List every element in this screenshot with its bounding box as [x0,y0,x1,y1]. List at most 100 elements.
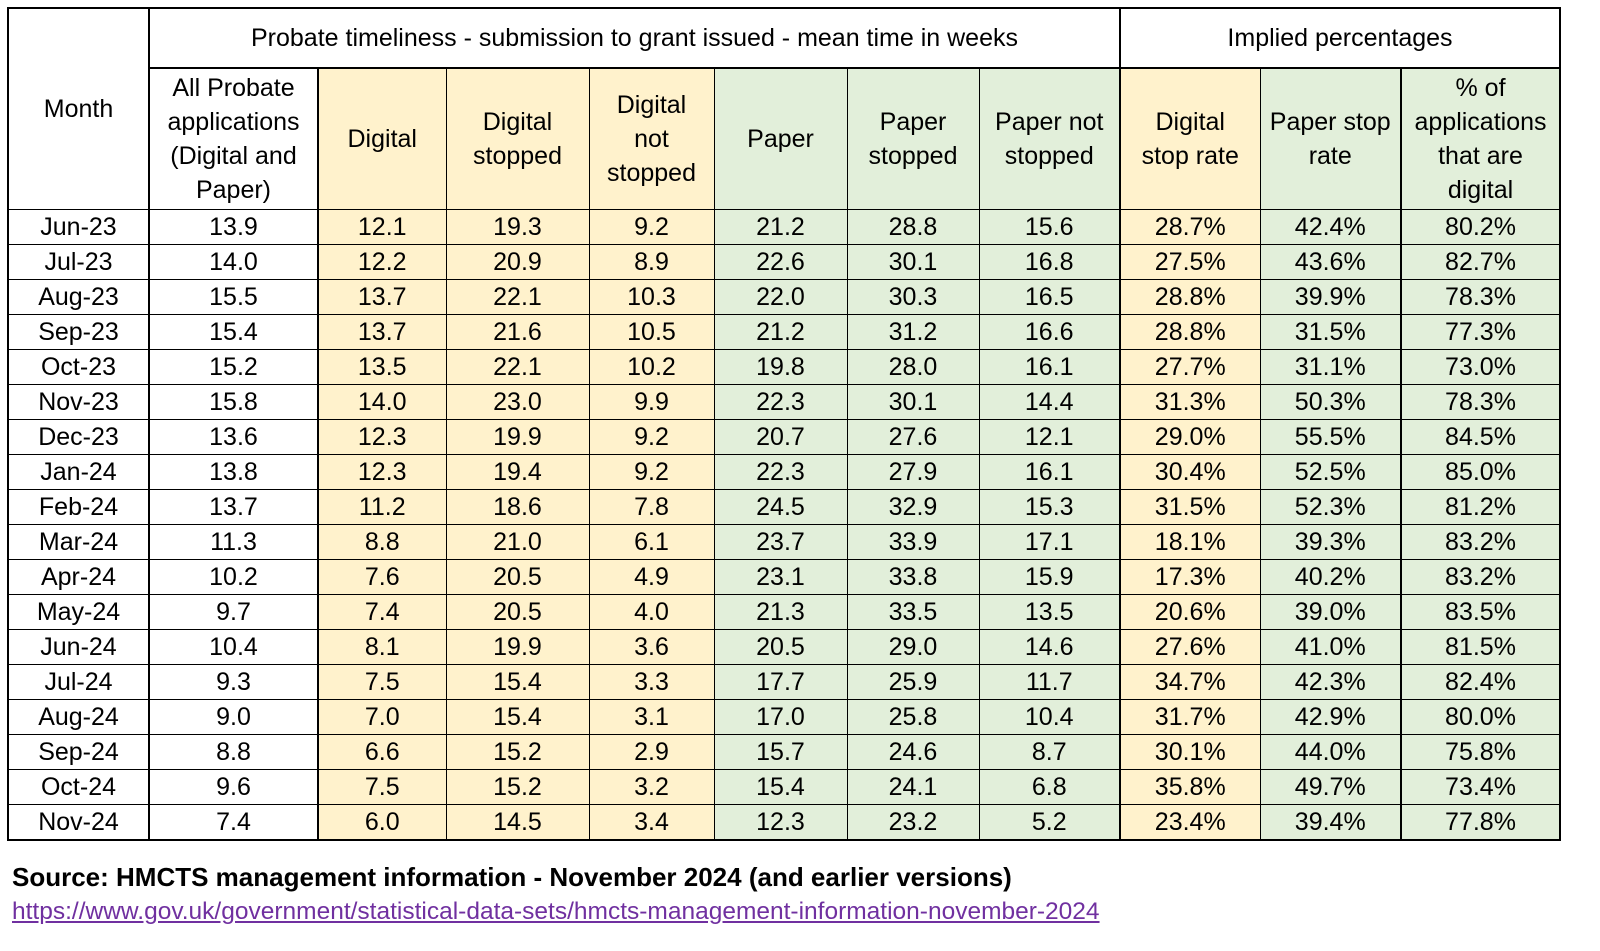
value-cell: 14.0 [149,244,319,280]
value-cell: 23.1 [714,559,848,595]
column-header: Digital [318,68,447,210]
value-cell: 9.2 [589,454,715,490]
value-cell: 23.7 [714,524,848,560]
value-cell: 3.1 [589,699,715,735]
value-cell: 5.2 [979,804,1121,841]
column-header-line: applications [1414,108,1547,136]
value-cell: 77.3% [1401,314,1561,350]
table-row: Jan-24 13.8 12.3 19.4 9.2 22.3 27.9 16.1 30.4% 52… [7,454,1561,490]
value-cell: 24.6 [847,734,980,770]
source-note: Source: HMCTS management information - N… [12,862,1012,892]
value-cell: 6.6 [318,734,447,770]
column-header-line: All Probate [172,74,295,102]
value-cell: 12.1 [979,419,1121,455]
value-cell: 25.8 [847,699,980,735]
column-header-line: rate [1308,142,1352,170]
table-row: Sep-24 8.8 6.6 15.2 2.9 15.7 24.6 8.7 30.1% 44.0%… [7,734,1561,770]
value-cell: 85.0% [1401,454,1561,490]
value-cell: 13.5 [318,349,447,385]
value-cell: 31.1% [1260,349,1402,385]
table-title: Probate timeliness - submission to grant… [148,7,1121,69]
month-cell: Jan-24 [7,454,150,490]
value-cell: 80.0% [1401,699,1561,735]
value-cell: 34.7% [1120,664,1261,700]
value-cell: 9.2 [589,209,715,245]
value-cell: 10.5 [589,314,715,350]
value-cell: 41.0% [1260,629,1402,665]
value-cell: 21.6 [446,314,590,350]
value-cell: 15.6 [979,209,1121,245]
value-cell: 19.4 [446,454,590,490]
value-cell: 9.3 [149,664,319,700]
value-cell: 17.3% [1120,559,1261,595]
value-cell: 31.5% [1260,314,1402,350]
value-cell: 25.9 [847,664,980,700]
month-cell: Aug-23 [7,279,150,315]
value-cell: 8.9 [589,244,715,280]
value-cell: 9.0 [149,699,319,735]
value-cell: 13.7 [318,314,447,350]
column-header: All Probate applications (Digital and Paper… [148,68,319,210]
column-header-line: Paper [879,108,947,136]
month-cell: Jun-24 [7,629,150,665]
table-row: Jun-23 13.9 12.1 19.3 9.2 21.2 28.8 15.6 28.7% 42… [7,209,1561,245]
column-header: Digital stopped [446,68,590,210]
value-cell: 39.9% [1260,279,1402,315]
value-cell: 49.7% [1260,769,1402,805]
value-cell: 28.8 [847,209,980,245]
value-cell: 13.5 [979,594,1121,630]
value-cell: 17.0 [714,699,848,735]
column-header-line: stop rate [1141,142,1239,170]
value-cell: 8.1 [318,629,447,665]
value-cell: 32.9 [847,489,980,525]
value-cell: 29.0% [1120,419,1261,455]
value-cell: 14.6 [979,629,1121,665]
table-row: Apr-24 10.2 7.6 20.5 4.9 23.1 33.8 15.9 17.3% 40.… [7,559,1561,595]
column-header-line: Digital [482,108,553,136]
value-cell: 42.9% [1260,699,1402,735]
value-cell: 3.3 [589,664,715,700]
month-cell: May-24 [7,594,150,630]
value-cell: 7.5 [318,769,447,805]
value-cell: 20.5 [446,594,590,630]
value-cell: 82.4% [1401,664,1561,700]
value-cell: 10.2 [149,559,319,595]
column-header: % of applications that are digital [1401,68,1561,210]
value-cell: 16.6 [979,314,1121,350]
value-cell: 83.5% [1401,594,1561,630]
value-cell: 9.6 [149,769,319,805]
value-cell: 17.7 [714,664,848,700]
column-header-line: Paper) [195,176,272,204]
month-cell: Mar-24 [7,524,150,560]
column-header-line: applications [167,108,300,136]
table-row: Feb-24 13.7 11.2 18.6 7.8 24.5 32.9 15.3 31.5% 52… [7,489,1561,525]
value-cell: 40.2% [1260,559,1402,595]
value-cell: 43.6% [1260,244,1402,280]
value-cell: 13.6 [149,419,319,455]
column-header: Paper not stopped [979,68,1121,210]
value-cell: 18.6 [446,489,590,525]
value-cell: 15.4 [446,699,590,735]
value-cell: 10.2 [589,349,715,385]
value-cell: 7.8 [589,489,715,525]
value-cell: 27.6 [847,419,980,455]
value-cell: 10.3 [589,279,715,315]
value-cell: 28.8% [1120,279,1261,315]
value-cell: 15.5 [149,279,319,315]
value-cell: 23.0 [446,384,590,420]
month-cell: Nov-24 [7,804,150,841]
value-cell: 11.7 [979,664,1121,700]
value-cell: 30.4% [1120,454,1261,490]
source-link[interactable]: https://www.gov.uk/government/statistica… [12,898,1100,925]
value-cell: 11.3 [149,524,319,560]
value-cell: 77.8% [1401,804,1561,841]
value-cell: 73.4% [1401,769,1561,805]
value-cell: 20.5 [446,559,590,595]
value-cell: 20.6% [1120,594,1261,630]
value-cell: 15.3 [979,489,1121,525]
value-cell: 42.4% [1260,209,1402,245]
value-cell: 20.5 [714,629,848,665]
value-cell: 21.3 [714,594,848,630]
value-cell: 16.8 [979,244,1121,280]
column-header-line: Paper not [995,108,1104,136]
